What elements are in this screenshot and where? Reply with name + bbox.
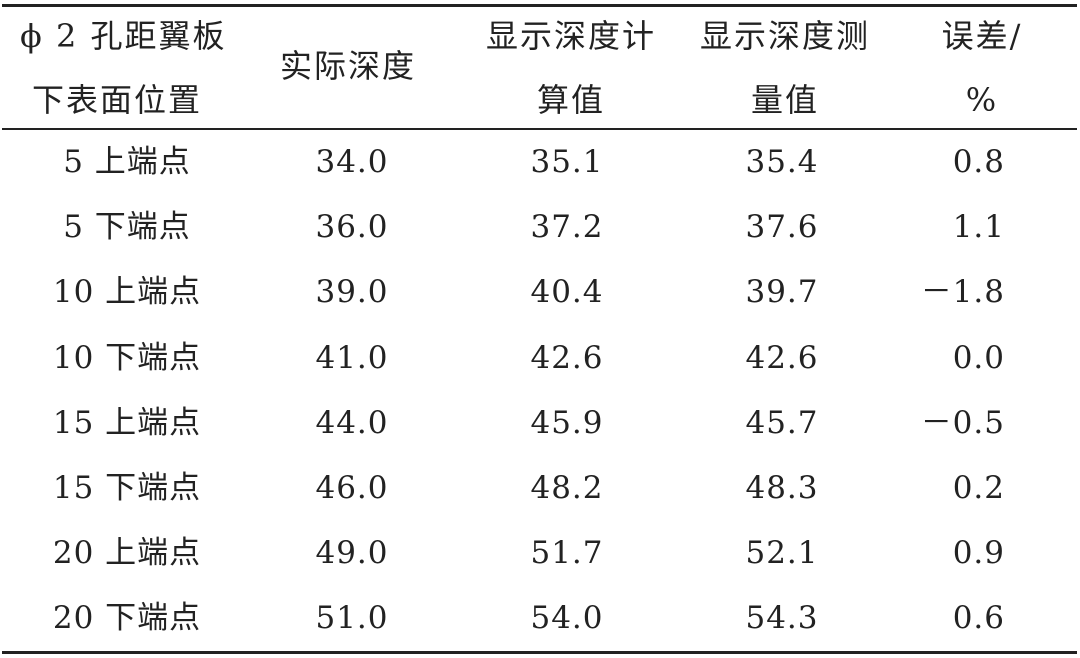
row-display-measured: 52.1 bbox=[745, 535, 819, 572]
header-error-line-1: 误差/ bbox=[941, 17, 1023, 55]
row-display-calc: 54.0 bbox=[530, 600, 604, 637]
row-position: 10 上端点 bbox=[52, 274, 202, 311]
header-position: ϕ 2 孔距翼板 下表面位置 bbox=[20, 4, 227, 132]
row-error: 0.8 bbox=[952, 144, 1005, 180]
row-position: 15 上端点 bbox=[52, 404, 202, 441]
row-actual-depth: 34.0 bbox=[315, 144, 389, 180]
row-actual-depth: 49.0 bbox=[315, 535, 389, 572]
header-display-calc: 显示深度计 算值 bbox=[476, 4, 666, 132]
header-display-measured: 显示深度测 量值 bbox=[690, 4, 880, 132]
row-display-measured: 39.7 bbox=[745, 274, 819, 311]
bottom-rule bbox=[2, 651, 1077, 654]
row-actual-depth: 36.0 bbox=[315, 209, 389, 246]
header-error: 误差/ % bbox=[932, 4, 1032, 132]
row-display-measured: 45.7 bbox=[745, 404, 819, 441]
row-actual-depth: 41.0 bbox=[315, 339, 389, 376]
row-position: 5 下端点 bbox=[63, 209, 191, 246]
row-display-calc: 51.7 bbox=[530, 535, 604, 572]
header-display-calc-line-1: 显示深度计 bbox=[485, 17, 656, 55]
row-display-calc: 48.2 bbox=[530, 470, 604, 506]
header-rule bbox=[2, 128, 1077, 130]
row-error: 0.2 bbox=[952, 470, 1005, 506]
data-table: ϕ 2 孔距翼板 下表面位置 实际深度 显示深度计 算值 显示深度测 量值 误差… bbox=[2, 4, 1077, 654]
row-display-calc: 45.9 bbox=[530, 404, 604, 441]
row-actual-depth: 46.0 bbox=[315, 470, 389, 506]
row-position: 10 下端点 bbox=[52, 339, 202, 376]
header-position-line-1: ϕ 2 孔距翼板 bbox=[20, 17, 227, 55]
header-actual-depth: 实际深度 bbox=[280, 47, 417, 85]
row-display-measured: 42.6 bbox=[745, 339, 819, 376]
row-error: 0.9 bbox=[952, 535, 1005, 572]
header-display-measured-line-1: 显示深度测 bbox=[699, 17, 870, 55]
row-actual-depth: 44.0 bbox=[315, 404, 389, 441]
row-display-calc: 40.4 bbox=[530, 274, 604, 311]
header-display-calc-line-2: 算值 bbox=[536, 81, 605, 119]
row-display-measured: 48.3 bbox=[745, 470, 819, 506]
header-error-line-2: % bbox=[965, 81, 999, 119]
header-display-measured-line-2: 量值 bbox=[750, 81, 819, 119]
row-actual-depth: 51.0 bbox=[315, 600, 389, 637]
row-position: 20 下端点 bbox=[52, 600, 202, 637]
row-error: 0.0 bbox=[952, 339, 1005, 376]
row-error: －1.8 bbox=[920, 274, 1005, 311]
row-position: 15 下端点 bbox=[52, 470, 202, 506]
row-error: －0.5 bbox=[920, 404, 1005, 441]
row-display-measured: 54.3 bbox=[745, 600, 819, 637]
top-rule bbox=[2, 4, 1077, 7]
row-display-measured: 35.4 bbox=[745, 144, 819, 180]
row-actual-depth: 39.0 bbox=[315, 274, 389, 311]
row-position: 20 上端点 bbox=[52, 535, 202, 572]
row-display-calc: 42.6 bbox=[530, 339, 604, 376]
row-error: 1.1 bbox=[952, 209, 1005, 246]
row-display-calc: 37.2 bbox=[530, 209, 604, 246]
header-position-line-2: 下表面位置 bbox=[32, 81, 203, 119]
row-display-calc: 35.1 bbox=[530, 144, 604, 180]
row-position: 5 上端点 bbox=[63, 144, 191, 180]
row-display-measured: 37.6 bbox=[745, 209, 819, 246]
row-error: 0.6 bbox=[952, 600, 1005, 637]
